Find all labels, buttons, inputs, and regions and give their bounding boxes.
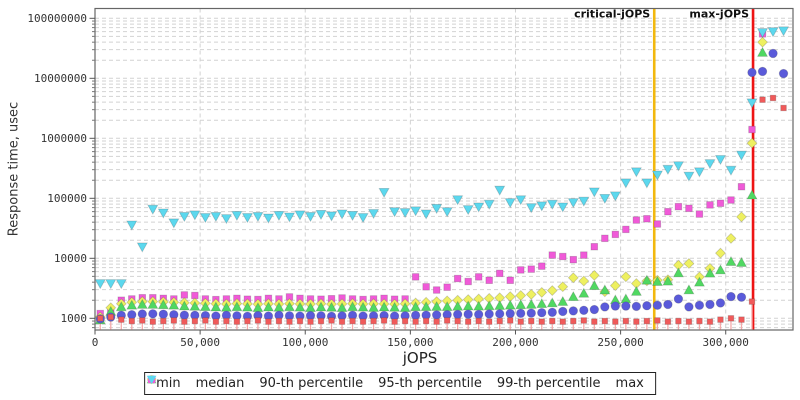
- y-tick-label: 100000000: [27, 12, 87, 25]
- legend-label: 90-th percentile: [259, 376, 364, 391]
- series-99-th-percentile: [96, 30, 767, 318]
- legend-label: min: [156, 376, 181, 391]
- y-tick-label: 1000: [61, 312, 88, 325]
- y-axis-title: Response time, usec: [6, 101, 22, 237]
- series-90-th-percentile: [94, 46, 769, 325]
- max-jops-label: max-jOPS: [689, 8, 749, 21]
- critical-jops-label: critical-jOPS: [574, 8, 650, 21]
- triangle-down-icon: [146, 375, 157, 385]
- legend-label: max: [615, 376, 644, 391]
- legend-item-90-th: 90-th percentile: [146, 374, 364, 391]
- x-axis-title: jOPS: [402, 349, 438, 367]
- legend-item-min: min: [148, 375, 181, 391]
- y-tick-label: 1000000: [41, 132, 87, 145]
- series-median: [95, 48, 789, 324]
- legend-item-95-th: 95-th percentile: [146, 374, 482, 391]
- legend: min median 90-th percentile 95-th percentil…: [144, 372, 656, 395]
- x-tick-label: 300,000: [703, 336, 749, 349]
- legend-label: 95-th percentile: [378, 376, 482, 391]
- legend-item-99-th: 99-th percentile: [148, 375, 601, 391]
- legend-label: 99-th percentile: [496, 376, 601, 391]
- legend-item-median: median: [147, 375, 245, 391]
- y-tick-label: 10000: [54, 252, 87, 265]
- series-max: [94, 26, 790, 290]
- x-tick-label: 50,000: [180, 336, 220, 349]
- series-min: [97, 94, 787, 325]
- x-tick-label: 100,000: [282, 336, 328, 349]
- y-tick-label: 100000: [47, 192, 87, 205]
- x-tick-label: 150,000: [387, 336, 433, 349]
- legend-item-max: max: [146, 375, 644, 391]
- y-tick-label: 10000000: [34, 72, 87, 85]
- legend-label: median: [195, 376, 245, 391]
- x-tick-label: 200,000: [492, 336, 538, 349]
- x-tick-label: 250,000: [597, 336, 643, 349]
- x-tick-label: 0: [92, 336, 99, 349]
